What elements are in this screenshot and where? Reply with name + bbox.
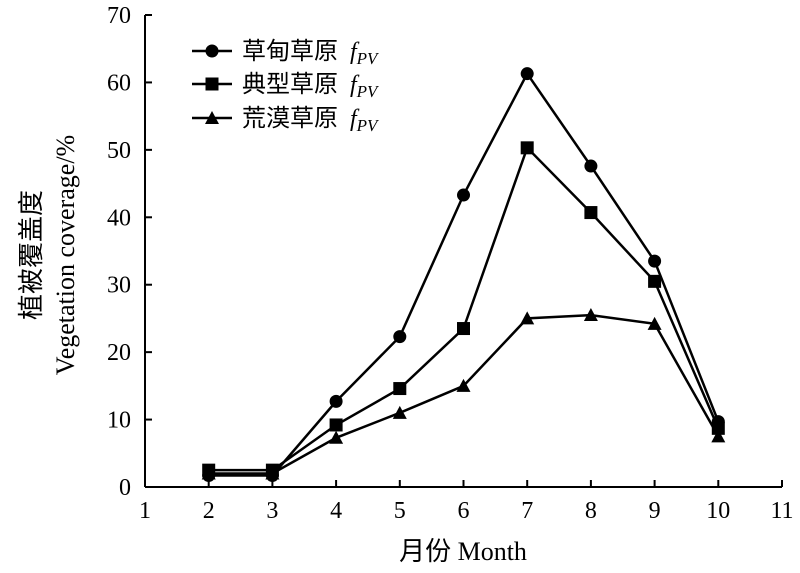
data-point-square xyxy=(457,322,470,336)
y-tick-label: 20 xyxy=(107,340,131,366)
series-line-circle xyxy=(208,71,720,477)
data-point-circle xyxy=(457,188,470,202)
legend-item-typical-steppe: 典型草原 fPV xyxy=(192,71,380,101)
x-tick-label: 3 xyxy=(266,498,278,524)
y-tick-label: 70 xyxy=(107,3,131,29)
legend-square-marker xyxy=(205,77,219,91)
series-layer xyxy=(201,67,726,483)
data-point-square xyxy=(393,382,407,396)
data-point-triangle xyxy=(647,316,662,330)
x-tick-label: 1 xyxy=(139,498,151,524)
x-tick-label: 6 xyxy=(458,498,470,524)
data-point-triangle xyxy=(392,405,407,419)
data-point-triangle xyxy=(711,429,726,443)
data-point-triangle xyxy=(265,466,280,480)
x-tick-label: 2 xyxy=(203,498,215,524)
series-line-triangle xyxy=(208,313,720,475)
data-point-triangle xyxy=(520,311,535,325)
y-tick-label: 0 xyxy=(119,475,131,501)
x-tick-label: 10 xyxy=(706,498,730,524)
data-point-square xyxy=(648,274,662,288)
legend-label-meadow: 草甸草原 fPV xyxy=(242,38,380,68)
y-tick-label: 60 xyxy=(107,70,131,96)
legend-item-desert-steppe: 荒漠草原 fPV xyxy=(192,105,380,135)
data-point-circle xyxy=(648,254,662,268)
data-point-triangle xyxy=(329,430,344,444)
legend-label-desert-cn: 荒漠草原 xyxy=(242,105,338,132)
legend-label-meadow-cn: 草甸草原 xyxy=(242,38,338,65)
x-tick-label: 9 xyxy=(649,498,661,524)
y-axis-title-en: Vegetation coverage/% xyxy=(51,135,80,375)
y-tick-label: 50 xyxy=(107,138,131,164)
legend-label-typical-cn: 典型草原 xyxy=(242,71,338,98)
x-tick-label: 5 xyxy=(394,498,406,524)
data-point-square xyxy=(584,206,598,220)
data-point-triangle xyxy=(201,466,216,480)
legend-label-meadow-sub: PV xyxy=(356,49,380,68)
data-point-triangle xyxy=(583,308,598,322)
legend: 草甸草原 fPV 典型草原 fPV 荒漠草原 fPV xyxy=(192,38,380,135)
legend-label-desert: 荒漠草原 fPV xyxy=(242,105,380,135)
series-triangle xyxy=(201,308,726,480)
legend-label-meadow-f: f xyxy=(350,39,360,65)
y-tick-label: 30 xyxy=(107,273,131,299)
legend-item-meadow-steppe: 草甸草原 fPV xyxy=(192,38,380,68)
data-point-circle xyxy=(329,394,343,408)
x-tick-label: 4 xyxy=(330,498,342,524)
x-axis-title: 月份 Month xyxy=(399,537,527,566)
data-point-square xyxy=(329,418,343,432)
legend-triangle-marker xyxy=(205,111,219,124)
data-point-circle xyxy=(520,67,534,81)
y-tick-label: 40 xyxy=(107,205,131,231)
x-tick-label: 11 xyxy=(770,498,793,524)
axes xyxy=(144,15,782,488)
data-point-circle xyxy=(584,159,598,173)
legend-circle-marker xyxy=(205,44,219,58)
data-point-square xyxy=(520,141,534,155)
data-point-triangle xyxy=(456,378,471,392)
ticks: 1 2 3 4 5 6 7 8 9 10 11 0 10 20 30 40 50 60 70 xyxy=(107,3,794,524)
legend-label-typical-f: f xyxy=(350,72,360,98)
legend-label-desert-f: f xyxy=(350,106,360,132)
x-tick-label: 8 xyxy=(585,498,597,524)
legend-label-typical: 典型草原 fPV xyxy=(242,71,380,101)
y-axis-title-cn: 植被覆盖度 xyxy=(17,190,46,320)
y-axis-title: 植被覆盖度 Vegetation coverage/% xyxy=(17,135,80,375)
legend-label-desert-sub: PV xyxy=(356,116,380,135)
data-point-circle xyxy=(393,330,407,344)
legend-label-typical-sub: PV xyxy=(356,82,380,101)
y-tick-label: 10 xyxy=(107,408,131,434)
x-tick-label: 7 xyxy=(521,498,533,524)
